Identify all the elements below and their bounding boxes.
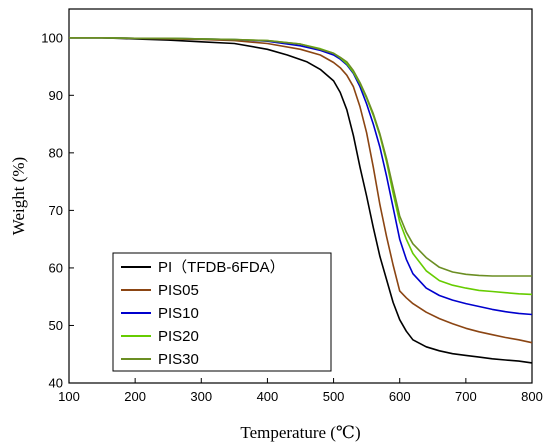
y-axis-title: Weight (%) [9,157,28,235]
legend: PI（TFDB-6FDA） PIS05 PIS10 PIS20 PIS30 [112,252,332,372]
x-tick-label: 300 [190,389,212,404]
series-line-pis30 [69,36,532,277]
series-line-pis05 [69,36,533,344]
y-tick-label: 100 [41,30,63,45]
x-tick-label: 200 [124,389,146,404]
y-tick-label: 50 [49,318,63,333]
x-tick-label: 800 [521,389,543,404]
y-tick-label: 90 [49,88,63,103]
x-axis-ticks: 100 200 300 400 500 600 700 800 [58,378,543,404]
y-tick-label: 40 [49,376,63,391]
legend-label: PI（TFDB-6FDA） [158,259,285,276]
x-tick-label: 500 [323,389,345,404]
y-axis-ticks: 40 50 60 70 80 90 100 [41,30,74,391]
series-line-pi-tfdb-6fda [69,36,533,364]
x-tick-label: 600 [389,389,411,404]
y-tick-label: 60 [49,260,63,275]
y-tick-label: 70 [49,203,63,218]
x-axis-title: Temperature (℃) [240,423,360,442]
x-tick-label: 400 [257,389,279,404]
x-tick-label: 100 [58,389,80,404]
plot-frame [68,8,533,384]
legend-label: PIS05 [158,282,199,299]
x-tick-label: 700 [455,389,477,404]
plot-border [68,8,533,384]
legend-label: PIS30 [158,351,199,368]
legend-label: PIS20 [158,328,199,345]
legend-label: PIS10 [158,305,199,322]
series-lines [69,36,533,364]
y-tick-label: 80 [49,145,63,160]
